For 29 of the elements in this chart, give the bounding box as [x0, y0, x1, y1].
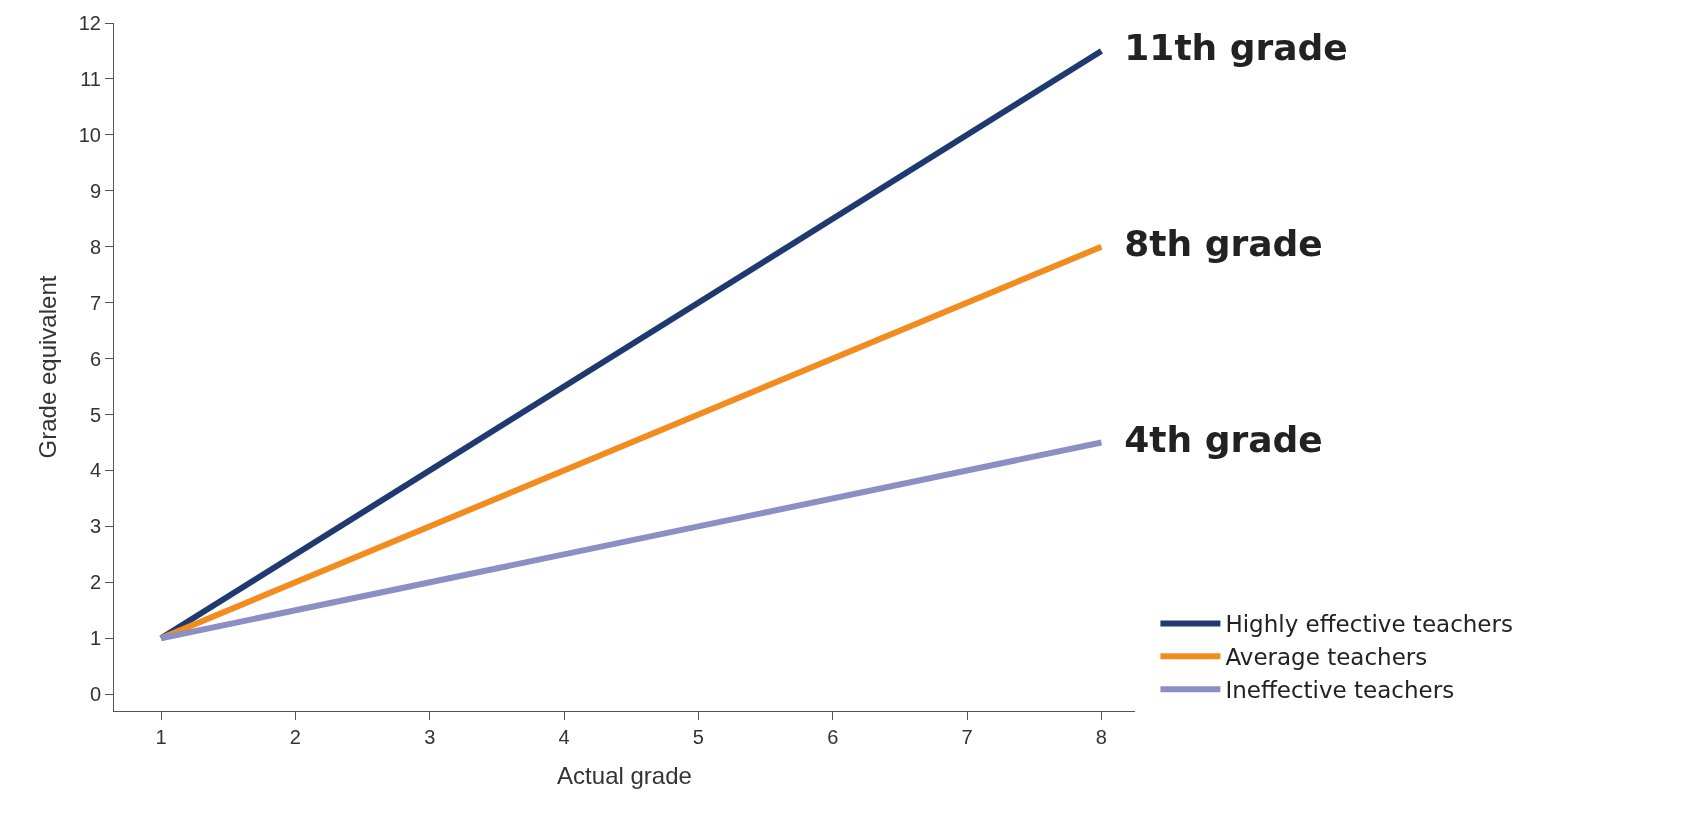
annotation: 8th grade — [1124, 222, 1323, 264]
x-axis-title: Actual grade — [557, 762, 692, 790]
x-tick-label: 1 — [155, 726, 167, 748]
y-axis-title: Grade equivalent — [33, 275, 61, 459]
y-tick-label: 9 — [89, 179, 101, 202]
y-tick-label: 6 — [89, 347, 101, 370]
x-tick-label: 7 — [961, 726, 973, 748]
y-tick-label: 10 — [78, 123, 101, 146]
x-tick-label: 3 — [424, 726, 436, 748]
y-tick-label: 2 — [89, 571, 101, 594]
y-tick-label: 5 — [89, 403, 101, 426]
y-tick-label: 3 — [89, 515, 101, 538]
x-tick-label: 4 — [558, 726, 570, 748]
y-tick-label: 4 — [89, 459, 101, 482]
legend-label: Average teachers — [1225, 644, 1428, 671]
y-tick-label: 1 — [89, 627, 101, 650]
y-tick-label: 7 — [89, 291, 101, 314]
y-tick-label: 11 — [80, 67, 101, 90]
y-tick-label: 0 — [89, 683, 101, 706]
legend-label: Ineffective teachers — [1225, 677, 1455, 704]
legend-label: Highly effective teachers — [1225, 611, 1513, 638]
annotation: 11th grade — [1124, 26, 1348, 68]
x-tick-label: 6 — [827, 726, 839, 748]
y-tick-label: 12 — [78, 12, 101, 34]
x-tick-label: 5 — [692, 726, 704, 748]
y-tick-label: 8 — [89, 235, 101, 258]
x-tick-label: 8 — [1095, 726, 1107, 748]
x-tick-label: 2 — [289, 726, 301, 748]
annotation: 4th grade — [1124, 418, 1323, 460]
